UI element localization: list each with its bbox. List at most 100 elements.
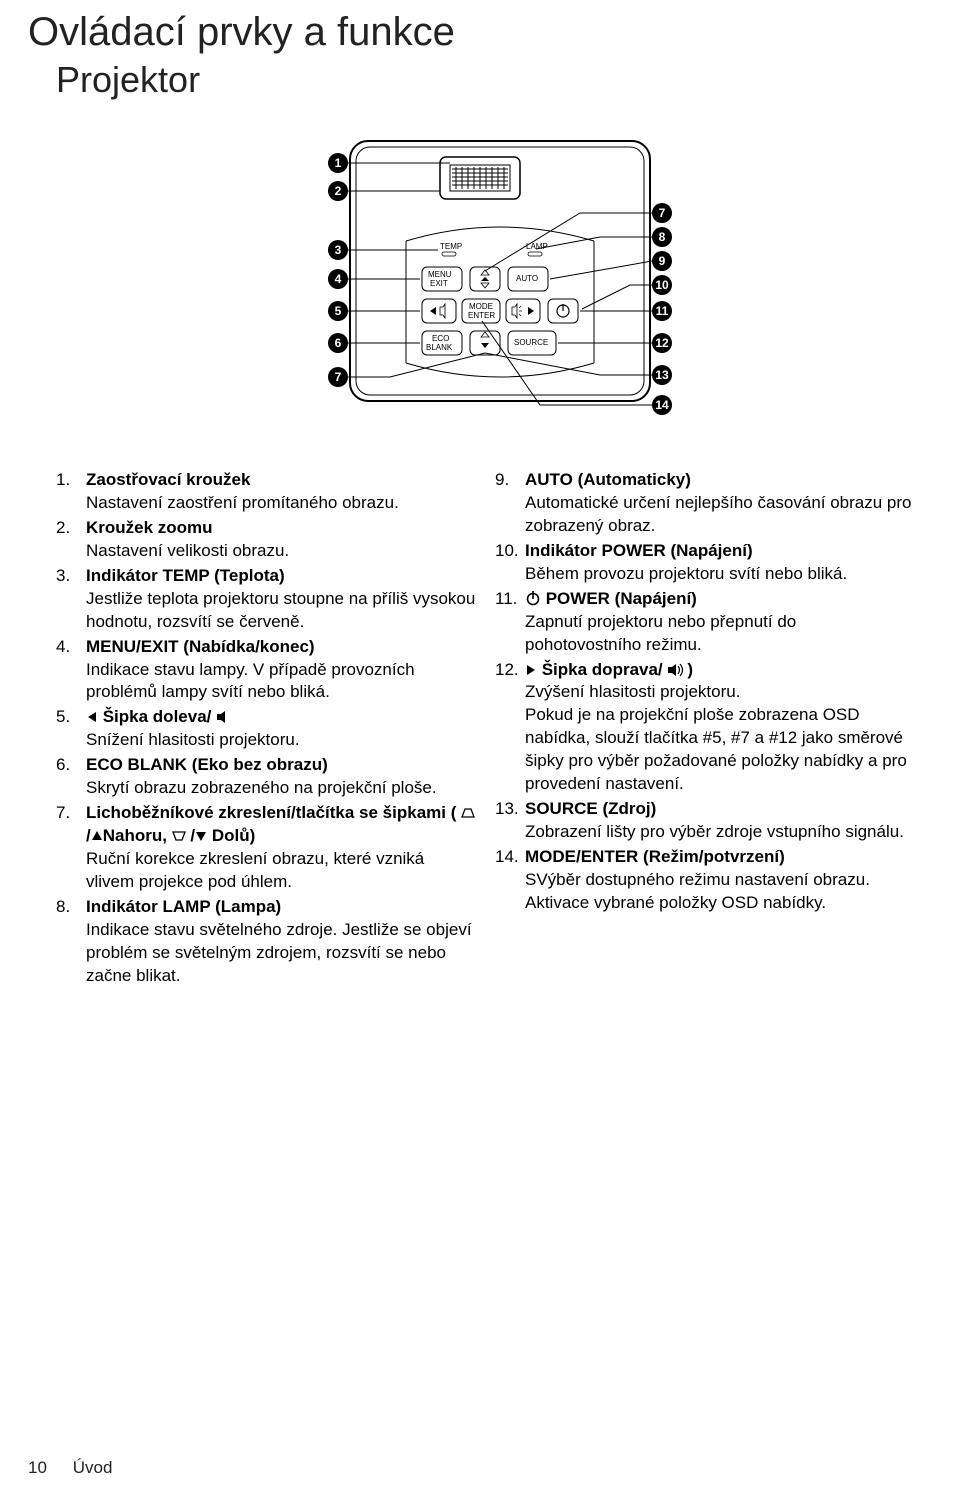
item-term: MODE/ENTER (Režim/potvrzení) [525,846,916,869]
list-item: 5. Šipka doleva/ Snížení hlasitosti proj… [56,706,477,752]
item-term: ECO BLANK (Eko bez obrazu) [86,754,477,777]
item-number: 6. [56,754,86,800]
item-body: Šipka doleva/ Snížení hlasitosti projekt… [86,706,477,752]
footer-section: Úvod [73,1458,113,1477]
item-term: Indikátor LAMP (Lampa) [86,896,477,919]
item-number: 13. [495,798,525,844]
item-desc: Jestliže teplota projektoru stoupne na p… [86,588,477,634]
item-number: 11. [495,588,525,657]
item-number: 12. [495,659,525,797]
item-body: Indikátor TEMP (Teplota)Jestliže teplota… [86,565,477,634]
label-blank: BLANK [426,343,453,352]
left-column: 1.Zaostřovací kroužekNastavení zaostření… [56,469,477,990]
item-term: Indikátor POWER (Napájení) [525,540,916,563]
diagram-left-badges: 1 2 3 4 5 6 7 [328,153,348,387]
diagram-right-badges: 7 8 9 10 11 12 13 14 [652,203,672,415]
label-source: SOURCE [514,338,548,347]
item-number: 2. [56,517,86,563]
item-desc: Indikace stavu lampy. V případě provozní… [86,659,477,705]
item-body: ECO BLANK (Eko bez obrazu)Skrytí obrazu … [86,754,477,800]
svg-text:1: 1 [335,156,342,170]
item-desc: Ruční korekce zkreslení obrazu, které vz… [86,848,477,894]
item-body: SOURCE (Zdroj)Zobrazení lišty pro výběr … [525,798,916,844]
item-body: POWER (Napájení)Zapnutí projektoru nebo … [525,588,916,657]
svg-text:14: 14 [655,398,669,412]
page-subtitle: Projektor [0,55,960,101]
list-item: 7.Lichoběžníkové zkreslení/tlačítka se š… [56,802,477,894]
right-column: 9.AUTO (Automaticky)Automatické určení n… [495,469,916,990]
item-number: 10. [495,540,525,586]
item-term: Indikátor TEMP (Teplota) [86,565,477,588]
list-item: 6.ECO BLANK (Eko bez obrazu)Skrytí obraz… [56,754,477,800]
svg-text:8: 8 [659,230,666,244]
list-item: 3.Indikátor TEMP (Teplota)Jestliže teplo… [56,565,477,634]
label-lamp: LAMP [526,242,548,251]
list-item: 11. POWER (Napájení)Zapnutí projektoru n… [495,588,916,657]
page-footer: 10 Úvod [28,1458,112,1478]
item-desc: Zobrazení lišty pro výběr zdroje vstupní… [525,821,916,844]
label-enter: ENTER [468,311,495,320]
item-desc: Zvýšení hlasitosti projektoru.Pokud je n… [525,681,916,796]
label-temp: TEMP [440,242,462,251]
page-title: Ovládací prvky a funkce [0,0,960,55]
list-item: 1.Zaostřovací kroužekNastavení zaostření… [56,469,477,515]
list-item: 8.Indikátor LAMP (Lampa)Indikace stavu s… [56,896,477,988]
item-desc: Nastavení zaostření promítaného obrazu. [86,492,477,515]
item-body: MENU/EXIT (Nabídka/konec)Indikace stavu … [86,636,477,705]
item-desc: Indikace stavu světelného zdroje. Jestli… [86,919,477,988]
item-body: Zaostřovací kroužekNastavení zaostření p… [86,469,477,515]
item-body: Indikátor POWER (Napájení)Během provozu … [525,540,916,586]
svg-text:7: 7 [335,370,342,384]
item-number: 5. [56,706,86,752]
item-body: MODE/ENTER (Režim/potvrzení)SVýběr dostu… [525,846,916,915]
item-desc: Nastavení velikosti obrazu. [86,540,477,563]
item-body: Lichoběžníkové zkreslení/tlačítka se šip… [86,802,477,894]
item-term: POWER (Napájení) [525,588,916,611]
item-term: MENU/EXIT (Nabídka/konec) [86,636,477,659]
svg-text:3: 3 [335,243,342,257]
item-term: Zaostřovací kroužek [86,469,477,492]
item-number: 1. [56,469,86,515]
list-item: 2.Kroužek zoomuNastavení velikosti obraz… [56,517,477,563]
item-body: Šipka doprava/ )Zvýšení hlasitosti proje… [525,659,916,797]
item-desc: Zapnutí projektoru nebo přepnutí do poho… [525,611,916,657]
label-mode: MODE [469,302,493,311]
item-desc: Automatické určení nejlepšího časování o… [525,492,916,538]
label-eco: ECO [432,334,449,343]
item-desc: Snížení hlasitosti projektoru. [86,729,477,752]
item-term: Lichoběžníkové zkreslení/tlačítka se šip… [86,802,477,848]
item-term: Kroužek zoomu [86,517,477,540]
item-desc: Během provozu projektoru svítí nebo blik… [525,563,916,586]
item-desc: SVýběr dostupného režimu nastavení obraz… [525,869,916,915]
list-item: 9.AUTO (Automaticky)Automatické určení n… [495,469,916,538]
item-term: AUTO (Automaticky) [525,469,916,492]
item-number: 8. [56,896,86,988]
label-exit: EXIT [430,279,448,288]
svg-text:13: 13 [655,368,669,382]
item-term: Šipka doprava/ ) [525,659,916,682]
list-item: 10.Indikátor POWER (Napájení)Během provo… [495,540,916,586]
item-number: 7. [56,802,86,894]
list-item: 12. Šipka doprava/ )Zvýšení hlasitosti p… [495,659,916,797]
item-number: 4. [56,636,86,705]
item-body: Kroužek zoomuNastavení velikosti obrazu. [86,517,477,563]
svg-text:5: 5 [335,304,342,318]
item-number: 9. [495,469,525,538]
footer-page-number: 10 [28,1458,68,1478]
svg-text:10: 10 [655,278,669,292]
label-menu: MENU [428,270,452,279]
list-item: 4.MENU/EXIT (Nabídka/konec)Indikace stav… [56,636,477,705]
item-desc: Skrytí obrazu zobrazeného na projekční p… [86,777,477,800]
item-number: 14. [495,846,525,915]
item-number: 3. [56,565,86,634]
item-body: Indikátor LAMP (Lampa)Indikace stavu svě… [86,896,477,988]
svg-text:9: 9 [659,254,666,268]
list-item: 14.MODE/ENTER (Režim/potvrzení)SVýběr do… [495,846,916,915]
label-auto: AUTO [516,274,538,283]
svg-text:2: 2 [335,184,342,198]
svg-text:4: 4 [335,272,342,286]
list-item: 13.SOURCE (Zdroj)Zobrazení lišty pro výb… [495,798,916,844]
svg-text:6: 6 [335,336,342,350]
item-term: SOURCE (Zdroj) [525,798,916,821]
svg-text:7: 7 [659,206,666,220]
